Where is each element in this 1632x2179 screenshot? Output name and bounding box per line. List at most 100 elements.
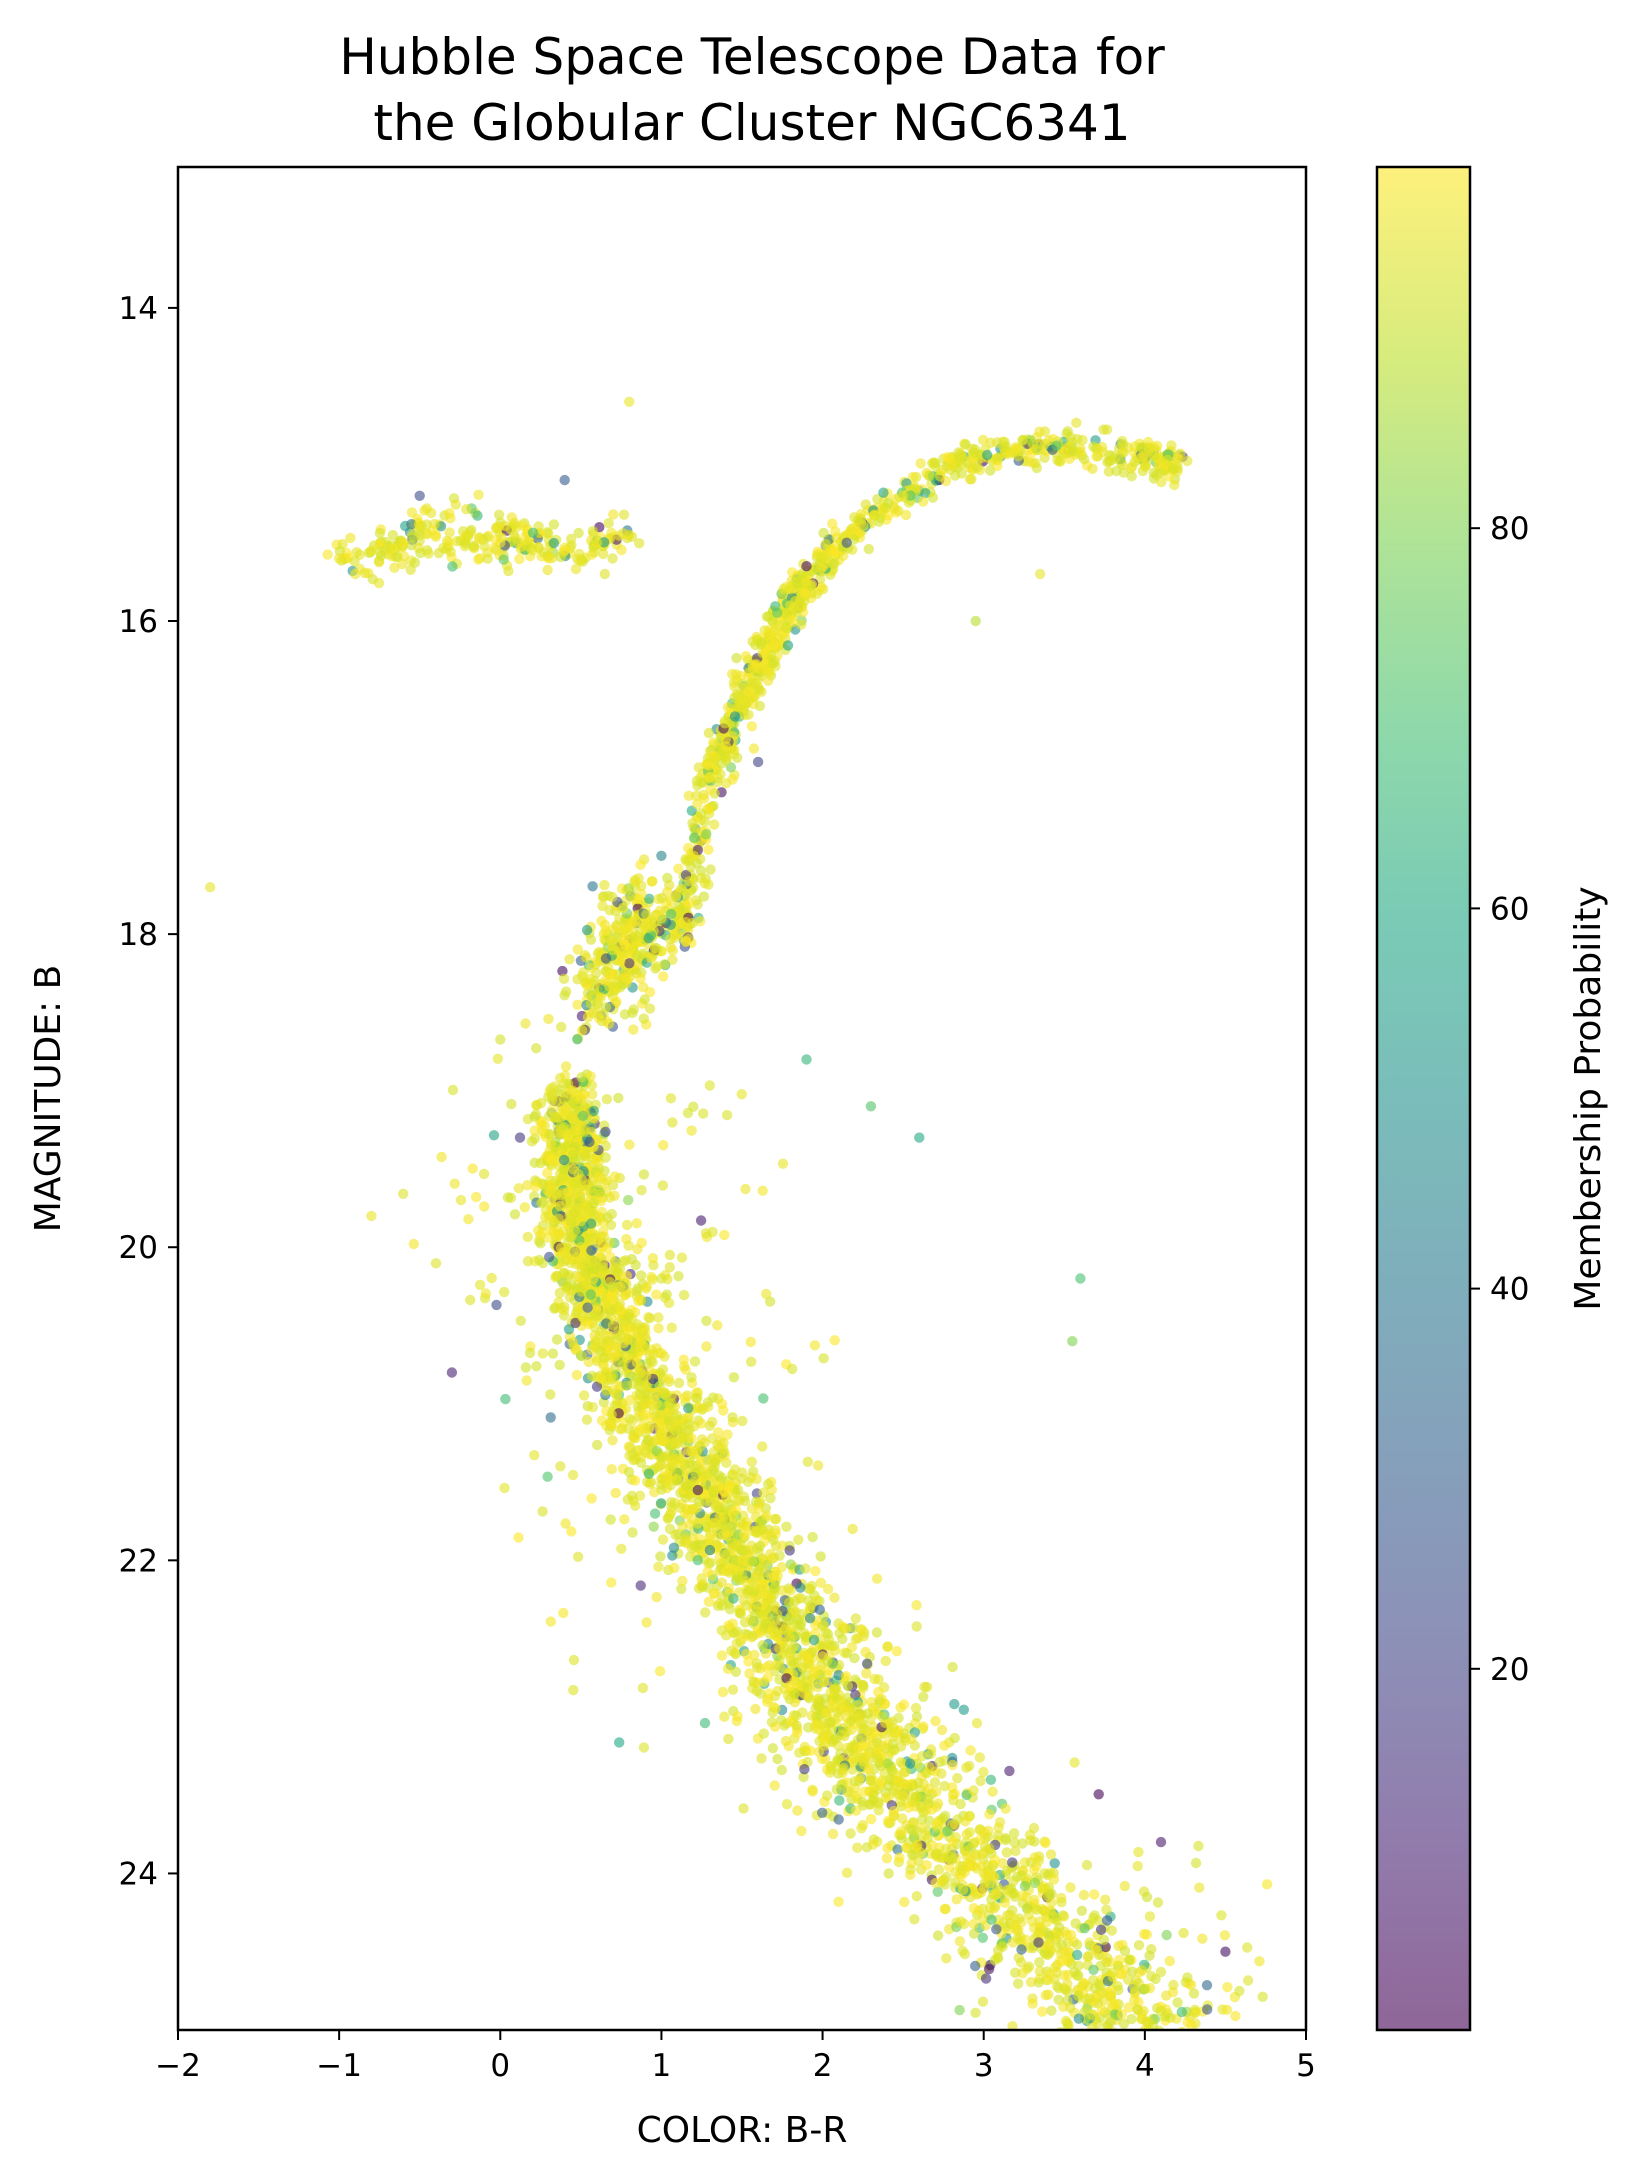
data-point: [1091, 1945, 1103, 1956]
data-point: [862, 1726, 873, 1737]
data-point: [781, 623, 793, 634]
data-point: [1202, 2004, 1213, 2015]
data-point: [711, 1524, 723, 1536]
data-point: [982, 1860, 993, 1871]
data-point: [1071, 2032, 1081, 2042]
data-point: [756, 1524, 768, 1535]
data-point: [808, 1634, 820, 1646]
data-point: [815, 1551, 826, 1562]
data-point: [1044, 1939, 1055, 1950]
data-point: [1039, 1868, 1050, 1879]
data-point: [768, 639, 779, 651]
data-point: [740, 651, 752, 662]
data-point: [1059, 1946, 1070, 1957]
data-point: [585, 1289, 596, 1300]
data-point: [947, 1836, 959, 1848]
data-point: [531, 1361, 542, 1372]
data-point: [931, 1786, 942, 1798]
data-point: [998, 441, 1010, 453]
data-point: [408, 532, 419, 543]
data-point: [758, 1676, 770, 1687]
data-point: [1043, 1930, 1055, 1942]
data-point: [731, 1626, 743, 1637]
data-point: [447, 1084, 459, 1096]
data-point: [585, 1218, 597, 1229]
data-point: [707, 1416, 718, 1428]
data-point: [567, 1246, 579, 1258]
data-point: [739, 1529, 750, 1541]
data-point: [715, 769, 726, 780]
data-point: [1219, 1930, 1231, 1941]
data-point: [901, 1842, 912, 1854]
data-point: [1116, 447, 1128, 458]
data-point: [795, 1582, 806, 1593]
data-point: [548, 519, 560, 530]
data-point: [964, 474, 976, 485]
data-point: [1084, 1937, 1095, 1948]
data-point: [682, 1107, 694, 1119]
data-point: [482, 547, 493, 558]
data-point: [590, 1154, 601, 1166]
data-point: [954, 1936, 966, 1947]
data-point: [655, 1551, 666, 1562]
data-point: [817, 1621, 828, 1632]
data-point: [705, 864, 716, 875]
data-point: [941, 1953, 952, 1964]
data-point: [1082, 1951, 1094, 1963]
data-point: [1020, 1934, 1031, 1945]
data-point: [1101, 424, 1113, 435]
data-point: [977, 1996, 989, 2007]
data-point: [968, 1785, 979, 1796]
data-point: [419, 505, 430, 516]
data-point: [345, 532, 356, 544]
data-point: [1055, 2027, 1065, 2030]
data-point: [746, 721, 758, 732]
data-point: [629, 876, 640, 888]
data-point: [698, 891, 710, 902]
data-point: [703, 1596, 715, 1608]
data-point: [1056, 1956, 1068, 1968]
data-point: [1126, 2013, 1137, 2025]
data-point: [641, 1358, 653, 1369]
data-point: [1116, 1968, 1128, 1980]
data-point: [1261, 1879, 1273, 1890]
data-point: [1135, 442, 1147, 453]
chart-title-line-1: Hubble Space Telescope Data for: [339, 28, 1165, 86]
data-point: [978, 1766, 989, 1778]
data-point: [983, 1963, 995, 1975]
data-point: [751, 1685, 762, 1697]
data-point: [939, 1903, 950, 1915]
data-point: [1089, 1889, 1100, 1900]
data-point: [543, 1013, 554, 1025]
data-point: [719, 718, 731, 729]
data-point: [909, 1740, 920, 1751]
data-point: [1085, 2032, 1095, 2042]
data-point: [577, 1110, 589, 1122]
data-point: [531, 1043, 542, 1054]
data-point: [644, 1003, 656, 1014]
data-point: [1194, 1882, 1205, 1893]
data-point: [1177, 2026, 1187, 2030]
data-point: [616, 1543, 627, 1555]
data-point: [550, 1111, 561, 1123]
data-point: [1072, 433, 1083, 445]
data-point: [441, 535, 453, 547]
data-point: [858, 1756, 870, 1767]
data-point: [883, 497, 894, 509]
data-point: [692, 899, 703, 910]
data-point: [550, 1188, 562, 1199]
data-point: [956, 1864, 968, 1876]
data-point: [560, 1061, 572, 1072]
data-point: [740, 1545, 751, 1556]
data-point: [701, 1341, 712, 1352]
data-point: [350, 568, 361, 580]
data-point: [1007, 1857, 1018, 1868]
data-point: [1072, 1939, 1083, 1950]
data-point: [772, 1570, 783, 1581]
data-point: [473, 533, 485, 544]
data-point: [722, 1429, 733, 1440]
data-point: [603, 1018, 615, 1029]
data-point: [718, 1443, 729, 1455]
data-point: [638, 1169, 650, 1180]
data-point: [736, 1089, 747, 1100]
